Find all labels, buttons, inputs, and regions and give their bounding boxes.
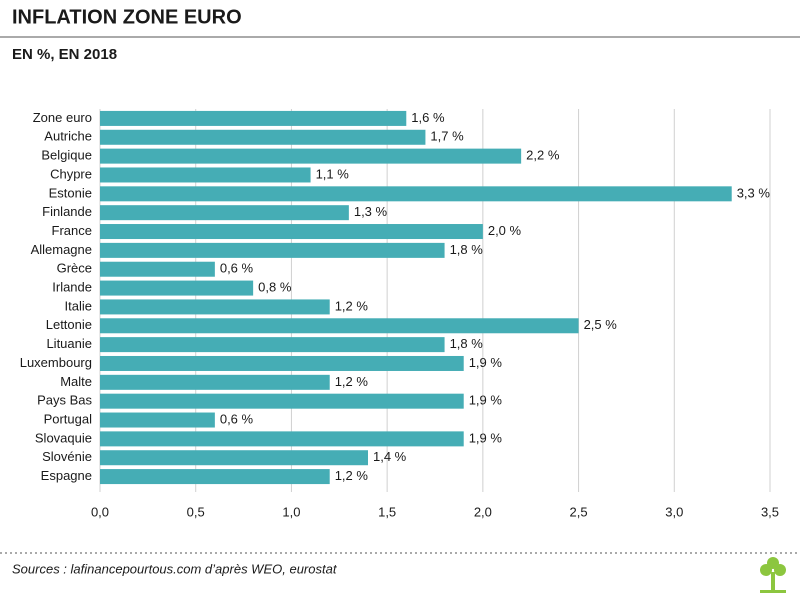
value-label: 3,3 %	[737, 185, 771, 200]
chart-subtitle: EN %, EN 2018	[12, 46, 117, 63]
y-tick-label: Luxembourg	[20, 355, 92, 370]
value-label: 1,8 %	[450, 242, 484, 257]
bar	[100, 431, 464, 447]
x-tick-label: 3,0	[665, 504, 683, 519]
value-label: 2,2 %	[526, 148, 560, 163]
value-label: 1,4 %	[373, 449, 407, 464]
bar	[100, 469, 330, 485]
bar	[100, 261, 215, 277]
bar	[100, 337, 445, 353]
y-tick-label: Italie	[65, 298, 92, 313]
value-label: 0,8 %	[258, 280, 292, 295]
value-label: 1,1 %	[316, 166, 350, 181]
y-tick-label: Grèce	[57, 261, 92, 276]
y-tick-label: Lettonie	[46, 317, 92, 332]
value-label: 1,9 %	[469, 393, 503, 408]
value-label: 1,2 %	[335, 468, 369, 483]
bar	[100, 205, 349, 221]
bar	[100, 224, 483, 240]
bar	[100, 318, 579, 334]
x-tick-label: 1,5	[378, 504, 396, 519]
y-tick-label: Zone euro	[33, 110, 92, 125]
bar	[100, 167, 311, 183]
y-tick-label: Chypre	[50, 166, 92, 181]
value-label: 2,5 %	[584, 317, 618, 332]
source: Sources : lafinancepourtous.com d’après …	[12, 561, 338, 576]
y-tick-label: Espagne	[41, 468, 92, 483]
y-tick-label: Belgique	[41, 148, 92, 163]
x-tick-label: 3,5	[761, 504, 779, 519]
x-tick-label: 2,5	[570, 504, 588, 519]
value-label: 1,8 %	[450, 336, 484, 351]
bar	[100, 110, 407, 126]
y-tick-label: Malte	[60, 374, 92, 389]
value-label: 1,3 %	[354, 204, 388, 219]
value-label: 1,9 %	[469, 430, 503, 445]
bar	[100, 129, 426, 145]
bar	[100, 242, 445, 258]
bar	[100, 412, 215, 428]
y-tick-label: Irlande	[52, 280, 92, 295]
y-tick-label: Slovaquie	[35, 430, 92, 445]
x-tick-label: 0,5	[187, 504, 205, 519]
y-tick-label: Lituanie	[46, 336, 92, 351]
bar	[100, 299, 330, 315]
y-tick-label: Finlande	[42, 204, 92, 219]
bar	[100, 186, 732, 202]
bar	[100, 148, 522, 164]
y-tick-label: Estonie	[49, 185, 92, 200]
x-tick-label: 1,0	[282, 504, 300, 519]
value-label: 1,2 %	[335, 298, 369, 313]
logo	[760, 557, 786, 593]
y-tick-label: Portugal	[44, 411, 93, 426]
value-label: 2,0 %	[488, 223, 522, 238]
value-label: 0,6 %	[220, 411, 254, 426]
y-tick-label: France	[52, 223, 92, 238]
value-label: 1,2 %	[335, 374, 369, 389]
value-label: 0,6 %	[220, 261, 254, 276]
y-tick-label: Allemagne	[31, 242, 92, 257]
chart-title: INFLATION ZONE EURO	[12, 6, 242, 28]
x-tick-label: 2,0	[474, 504, 492, 519]
y-tick-label: Slovénie	[42, 449, 92, 464]
bar	[100, 280, 254, 296]
y-tick-label: Pays Bas	[37, 393, 92, 408]
value-label: 1,6 %	[411, 110, 445, 125]
bar	[100, 374, 330, 390]
bar	[100, 393, 464, 409]
bar	[100, 450, 368, 466]
value-label: 1,7 %	[430, 129, 464, 144]
y-tick-label: Autriche	[44, 129, 92, 144]
value-label: 1,9 %	[469, 355, 503, 370]
x-tick-label: 0,0	[91, 504, 109, 519]
bar	[100, 355, 464, 371]
